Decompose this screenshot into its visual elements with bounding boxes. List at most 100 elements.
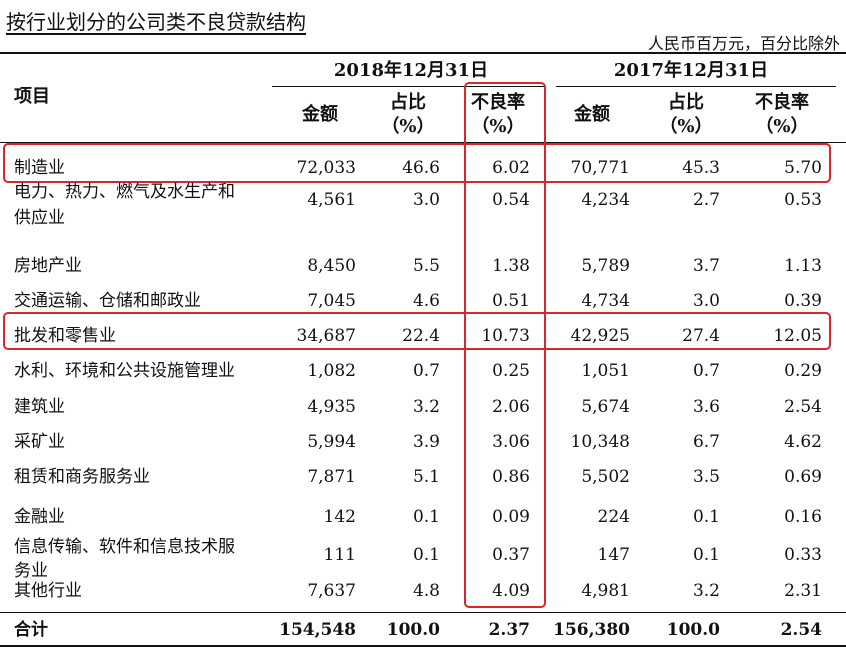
cell-r17: 4.62 (784, 432, 822, 452)
cell-a18: 7,871 (307, 467, 356, 487)
cell-s18: 5.1 (412, 467, 440, 487)
cell-a17: 5,502 (581, 467, 630, 487)
cell-r18: 1.38 (492, 256, 530, 276)
cell-r17: 5.70 (784, 158, 822, 178)
cell-r18: 0.37 (492, 545, 530, 565)
cell-s17: 2.7 (692, 190, 720, 210)
cell-a17: 5,789 (581, 256, 630, 276)
cell-a17: 224 (597, 507, 630, 527)
header-npl-2018: 不良率 (471, 92, 525, 113)
header-share-unit-2018: （%） (381, 116, 435, 137)
cell-a17: 70,771 (570, 158, 630, 178)
cell-s17: 3.7 (692, 256, 720, 276)
header-share-2017: 占比 (668, 92, 704, 113)
header-npl-unit-2017: （%） (755, 116, 809, 137)
total-s17: 100.0 (666, 620, 720, 640)
cell-s18: 4.6 (412, 291, 440, 311)
total-s18: 100.0 (386, 620, 440, 640)
total-label: 合计 (14, 620, 48, 640)
cell-s18: 0.7 (412, 361, 440, 381)
cell-r17: 2.54 (784, 397, 822, 417)
cell-s18: 3.2 (412, 397, 440, 417)
cell-r17: 0.39 (784, 291, 822, 311)
row-label: 电力、热力、燃气及水生产和 (14, 182, 235, 202)
highlight-row-0 (3, 143, 831, 183)
cell-r18: 0.54 (492, 190, 530, 210)
cell-s17: 27.4 (682, 326, 720, 346)
row-label: 批发和零售业 (14, 326, 116, 346)
cell-a18: 4,561 (307, 190, 356, 210)
highlight-row-4 (3, 312, 831, 350)
cell-a17: 42,925 (570, 326, 630, 346)
total-a17: 156,380 (553, 620, 630, 640)
total-r18: 2.37 (488, 620, 530, 640)
cell-r18: 10.73 (481, 326, 530, 346)
cell-r18: 3.06 (492, 432, 530, 452)
table-bottom-rule (0, 645, 846, 647)
cell-a18: 1,082 (307, 361, 356, 381)
cell-s17: 0.1 (692, 507, 720, 527)
cell-r18: 0.86 (492, 467, 530, 487)
cell-a18: 142 (323, 507, 356, 527)
cell-r17: 0.69 (784, 467, 822, 487)
row-label: 水利、环境和公共设施管理业 (14, 361, 235, 381)
row-label-continued: 务业 (14, 561, 48, 581)
cell-s18: 0.1 (412, 545, 440, 565)
cell-s17: 3.5 (692, 467, 720, 487)
header-amount-2017: 金额 (574, 104, 610, 125)
cell-r17: 2.31 (784, 581, 822, 601)
cell-a17: 5,674 (581, 397, 630, 417)
cell-s17: 0.7 (692, 361, 720, 381)
cell-a17: 4,734 (581, 291, 630, 311)
header-bottom-rule (0, 142, 846, 143)
cell-s18: 3.0 (412, 190, 440, 210)
header-amount-2018: 金额 (302, 104, 338, 125)
total-top-rule (0, 612, 846, 613)
header-share-2018: 占比 (390, 92, 426, 113)
cell-s17: 3.6 (692, 397, 720, 417)
cell-s17: 3.2 (692, 581, 720, 601)
unit-note: 人民币百万元，百分比除外 (647, 34, 840, 53)
row-label-continued: 供应业 (14, 208, 65, 228)
cell-s18: 4.8 (412, 581, 440, 601)
header-item: 项目 (14, 86, 50, 107)
total-a18: 154,548 (279, 620, 356, 640)
page-title: 按行业划分的公司类不良贷款结构 (6, 10, 306, 34)
cell-r17: 0.53 (784, 190, 822, 210)
row-label: 金融业 (14, 507, 65, 527)
cell-r18: 0.25 (492, 361, 530, 381)
cell-a18: 8,450 (307, 256, 356, 276)
row-label: 其他行业 (14, 581, 82, 601)
cell-a18: 111 (323, 545, 356, 565)
header-share-unit-2017: （%） (659, 116, 713, 137)
cell-s18: 5.5 (412, 256, 440, 276)
cell-a18: 72,033 (296, 158, 356, 178)
cell-r17: 1.13 (784, 256, 822, 276)
cell-a17: 1,051 (581, 361, 630, 381)
highlight-npl-2018-column (464, 82, 546, 608)
row-label: 采矿业 (14, 432, 65, 452)
header-npl-2017: 不良率 (755, 92, 809, 113)
cell-s18: 3.9 (412, 432, 440, 452)
cell-r18: 4.09 (492, 581, 530, 601)
row-label: 交通运输、仓储和邮政业 (14, 291, 201, 311)
header-group-2017: 2017年12月31日 (613, 60, 769, 81)
cell-r18: 0.09 (492, 507, 530, 527)
cell-a17: 147 (597, 545, 630, 565)
cell-s18: 22.4 (402, 326, 440, 346)
cell-r17: 0.16 (784, 507, 822, 527)
cell-r17: 0.33 (784, 545, 822, 565)
row-label: 租赁和商务服务业 (14, 467, 150, 487)
cell-a18: 7,045 (307, 291, 356, 311)
header-group-2018: 2018年12月31日 (333, 60, 489, 81)
header-npl-unit-2018: （%） (471, 116, 525, 137)
group-rule-2017 (556, 86, 836, 87)
cell-r17: 0.29 (784, 361, 822, 381)
cell-r18: 0.51 (492, 291, 530, 311)
cell-r17: 12.05 (773, 326, 822, 346)
cell-s18: 46.6 (402, 158, 440, 178)
cell-a17: 4,981 (581, 581, 630, 601)
total-r17: 2.54 (780, 620, 822, 640)
cell-s17: 0.1 (692, 545, 720, 565)
row-label: 建筑业 (14, 397, 65, 417)
